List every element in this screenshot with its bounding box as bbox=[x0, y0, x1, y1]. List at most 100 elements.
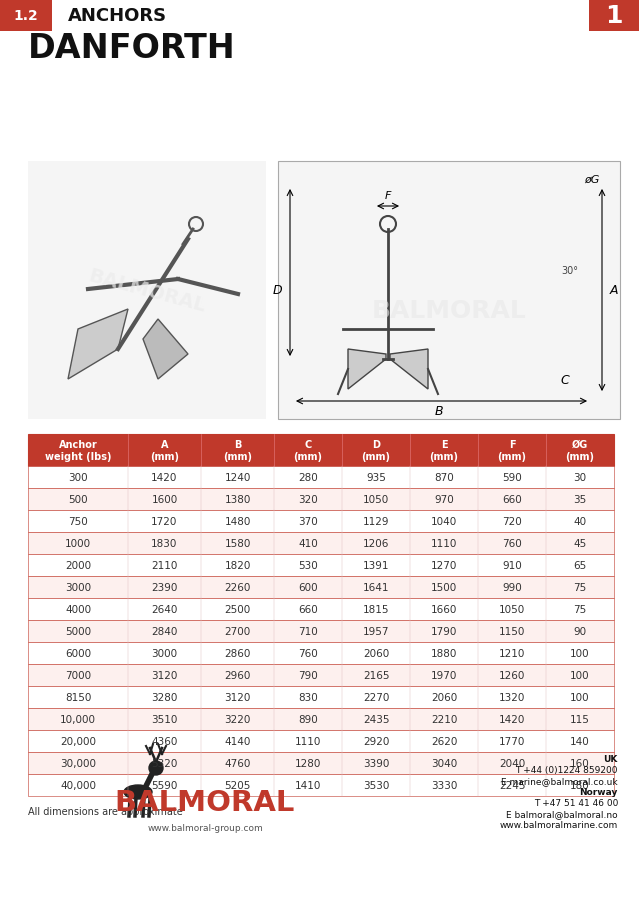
Text: 500: 500 bbox=[68, 494, 88, 504]
Text: 2435: 2435 bbox=[363, 714, 389, 724]
Text: 3220: 3220 bbox=[224, 714, 250, 724]
Text: 1641: 1641 bbox=[363, 583, 389, 593]
Text: 760: 760 bbox=[298, 649, 318, 658]
Text: 90: 90 bbox=[573, 626, 587, 636]
Text: Norway: Norway bbox=[580, 787, 618, 796]
Bar bbox=[28, 532, 614, 555]
Text: 2700: 2700 bbox=[224, 626, 250, 636]
Text: 20,000: 20,000 bbox=[60, 736, 96, 746]
Text: 2040: 2040 bbox=[499, 759, 525, 769]
Text: 1660: 1660 bbox=[431, 604, 457, 614]
Text: 75: 75 bbox=[573, 583, 587, 593]
Text: D: D bbox=[272, 284, 282, 297]
Text: 370: 370 bbox=[298, 517, 318, 527]
Text: 75: 75 bbox=[573, 604, 587, 614]
Text: 1270: 1270 bbox=[431, 560, 457, 570]
Bar bbox=[28, 664, 614, 686]
Polygon shape bbox=[143, 319, 188, 380]
Text: 30,000: 30,000 bbox=[60, 759, 96, 769]
Text: 3280: 3280 bbox=[151, 692, 178, 703]
Text: 1480: 1480 bbox=[224, 517, 250, 527]
Text: 100: 100 bbox=[570, 670, 590, 680]
Text: øG: øG bbox=[584, 175, 599, 185]
Text: 660: 660 bbox=[298, 604, 318, 614]
Text: 2260: 2260 bbox=[224, 583, 250, 593]
Bar bbox=[28, 598, 614, 621]
Text: 530: 530 bbox=[298, 560, 318, 570]
Text: A: A bbox=[610, 284, 619, 297]
Text: 710: 710 bbox=[298, 626, 318, 636]
Text: 3000: 3000 bbox=[65, 583, 91, 593]
Bar bbox=[28, 731, 614, 752]
Text: C
(mm): C (mm) bbox=[293, 439, 323, 461]
Text: 280: 280 bbox=[298, 473, 318, 483]
Bar bbox=[589, 0, 639, 32]
Text: 1320: 1320 bbox=[499, 692, 525, 703]
Text: F: F bbox=[385, 191, 391, 201]
Text: 2500: 2500 bbox=[224, 604, 250, 614]
Text: 410: 410 bbox=[298, 538, 318, 548]
Text: 1957: 1957 bbox=[363, 626, 389, 636]
Bar bbox=[28, 686, 614, 708]
Text: 320: 320 bbox=[298, 494, 318, 504]
Text: 100: 100 bbox=[570, 692, 590, 703]
Text: 1420: 1420 bbox=[151, 473, 178, 483]
Text: 750: 750 bbox=[68, 517, 88, 527]
Text: 600: 600 bbox=[298, 583, 318, 593]
Text: 3390: 3390 bbox=[363, 759, 389, 769]
Text: 910: 910 bbox=[502, 560, 522, 570]
Text: 1129: 1129 bbox=[363, 517, 389, 527]
Text: 1500: 1500 bbox=[431, 583, 457, 593]
Text: 2640: 2640 bbox=[151, 604, 178, 614]
Text: 45: 45 bbox=[573, 538, 587, 548]
Text: E
(mm): E (mm) bbox=[429, 439, 459, 461]
Text: 990: 990 bbox=[502, 583, 522, 593]
Text: 890: 890 bbox=[298, 714, 318, 724]
Text: 2110: 2110 bbox=[151, 560, 178, 570]
Text: 1280: 1280 bbox=[295, 759, 321, 769]
Text: 2210: 2210 bbox=[431, 714, 457, 724]
Text: DANFORTH: DANFORTH bbox=[28, 32, 236, 64]
Text: 2270: 2270 bbox=[363, 692, 389, 703]
Text: BALMORAL: BALMORAL bbox=[115, 788, 295, 816]
Text: BALMORAL: BALMORAL bbox=[86, 266, 208, 316]
Text: 1880: 1880 bbox=[431, 649, 457, 658]
Text: 2960: 2960 bbox=[224, 670, 250, 680]
Bar bbox=[28, 555, 614, 576]
Text: E balmoral@balmoral.no: E balmoral@balmoral.no bbox=[506, 809, 618, 818]
Text: 590: 590 bbox=[502, 473, 522, 483]
Text: ØG
(mm): ØG (mm) bbox=[566, 439, 594, 461]
Text: 40: 40 bbox=[573, 517, 587, 527]
Text: 7000: 7000 bbox=[65, 670, 91, 680]
Text: 160: 160 bbox=[570, 759, 590, 769]
Text: 1206: 1206 bbox=[363, 538, 389, 548]
Text: 1580: 1580 bbox=[224, 538, 250, 548]
Polygon shape bbox=[68, 309, 128, 380]
Text: 1.2: 1.2 bbox=[13, 9, 38, 23]
Text: 2860: 2860 bbox=[224, 649, 250, 658]
Bar bbox=[28, 511, 614, 532]
Text: 720: 720 bbox=[502, 517, 522, 527]
Text: 2165: 2165 bbox=[363, 670, 389, 680]
Text: 5590: 5590 bbox=[151, 780, 178, 790]
Text: 790: 790 bbox=[298, 670, 318, 680]
Text: 35: 35 bbox=[573, 494, 587, 504]
Text: UK: UK bbox=[604, 754, 618, 763]
Text: All dimensions are approximate: All dimensions are approximate bbox=[28, 806, 183, 816]
Text: 1110: 1110 bbox=[295, 736, 321, 746]
Bar bbox=[278, 161, 620, 419]
Bar bbox=[28, 752, 614, 774]
Bar bbox=[28, 576, 614, 598]
Text: 1150: 1150 bbox=[499, 626, 525, 636]
Text: 1380: 1380 bbox=[224, 494, 250, 504]
Text: 140: 140 bbox=[570, 736, 590, 746]
Text: B
(mm): B (mm) bbox=[223, 439, 252, 461]
Text: 3040: 3040 bbox=[431, 759, 457, 769]
Text: 3330: 3330 bbox=[431, 780, 457, 790]
Text: B: B bbox=[435, 405, 443, 418]
Text: 1410: 1410 bbox=[295, 780, 321, 790]
Text: 2920: 2920 bbox=[363, 736, 389, 746]
Text: 1050: 1050 bbox=[363, 494, 389, 504]
Text: 3120: 3120 bbox=[224, 692, 250, 703]
Bar bbox=[28, 435, 614, 466]
